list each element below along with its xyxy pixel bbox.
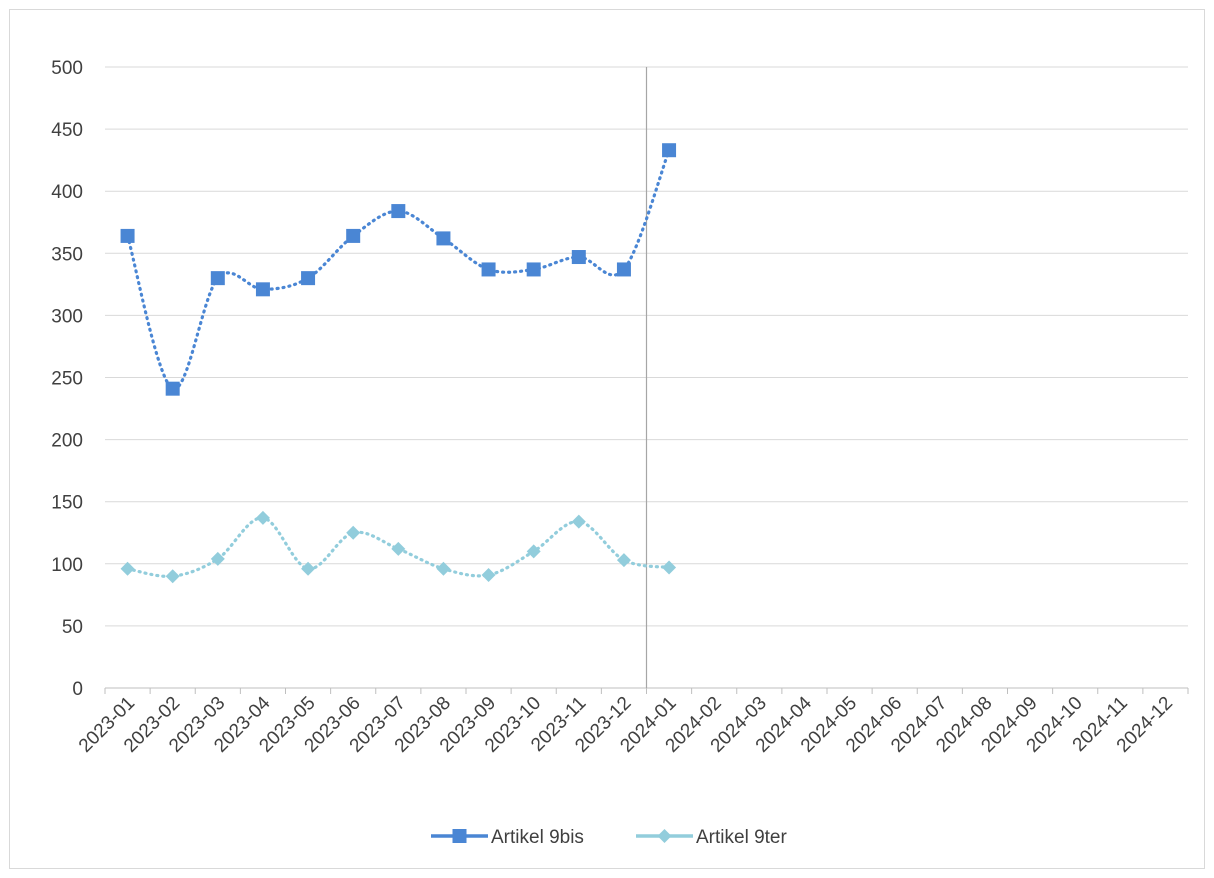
- y-tick-label: 150: [51, 493, 83, 514]
- y-tick-label: 450: [51, 120, 83, 141]
- data-point-1: [210, 271, 225, 286]
- data-point-2: [120, 561, 135, 576]
- legend-marker-2: [657, 829, 672, 843]
- y-tick-label: 100: [51, 555, 83, 576]
- data-point-1: [436, 231, 451, 246]
- data-point-2: [346, 525, 361, 540]
- data-point-2: [210, 551, 225, 566]
- data-point-2: [391, 541, 406, 556]
- y-tick-label: 300: [51, 306, 83, 327]
- data-point-2: [616, 553, 631, 568]
- data-point-1: [346, 228, 361, 243]
- chart-frame: [9, 9, 1205, 869]
- data-point-1: [301, 271, 316, 286]
- data-point-1: [165, 381, 180, 396]
- data-point-2: [481, 567, 496, 582]
- data-point-1: [662, 143, 677, 158]
- y-tick-label: 250: [51, 369, 83, 390]
- series-line-1: [125, 148, 671, 391]
- y-tick-label: 350: [51, 244, 83, 265]
- data-point-2: [662, 560, 677, 575]
- data-point-1: [391, 204, 406, 219]
- data-point-1: [120, 228, 135, 243]
- data-point-2: [165, 569, 180, 584]
- legend-label-1: Artikel 9bis: [491, 827, 584, 848]
- y-tick-label: 500: [51, 58, 83, 79]
- data-point-1: [481, 262, 496, 277]
- legend-label-2: Artikel 9ter: [696, 827, 787, 848]
- data-point-1: [571, 250, 586, 265]
- data-point-1: [616, 262, 631, 277]
- data-point-2: [436, 561, 451, 576]
- data-point-1: [526, 262, 541, 277]
- data-point-2: [571, 514, 586, 529]
- y-tick-label: 0: [72, 679, 83, 700]
- data-point-1: [255, 282, 270, 297]
- data-point-2: [255, 510, 270, 525]
- y-tick-label: 400: [51, 182, 83, 203]
- y-tick-label: 200: [51, 431, 83, 452]
- y-tick-label: 50: [62, 617, 83, 638]
- legend-marker-1: [452, 829, 467, 843]
- data-point-2: [301, 561, 316, 576]
- data-point-2: [526, 544, 541, 559]
